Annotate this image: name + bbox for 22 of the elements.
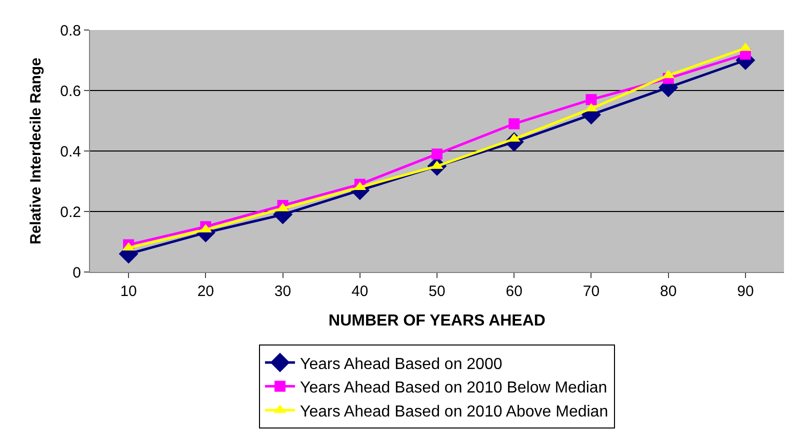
y-tick-label: 0.6 — [60, 82, 81, 100]
x-axis-title: NUMBER OF YEARS AHEAD — [328, 312, 546, 330]
legend-label: Years Ahead Based on 2010 Above Median — [300, 403, 608, 420]
y-tick-label: 0 — [72, 264, 81, 282]
x-tick-label: 70 — [582, 283, 600, 300]
x-tick-label: 50 — [428, 283, 446, 300]
y-tick-label: 0.8 — [60, 22, 81, 40]
x-tick-label: 20 — [197, 283, 214, 300]
legend-label: Years Ahead Based on 2000 — [300, 356, 502, 373]
x-tick-label: 10 — [120, 283, 137, 300]
y-axis-title: Relative Interdecile Range — [27, 58, 44, 244]
y-tick-label: 0.2 — [60, 204, 81, 221]
y-tick-label: 0.4 — [60, 143, 81, 160]
x-tick-label: 80 — [660, 283, 677, 300]
point — [586, 94, 597, 106]
x-tick-label: 90 — [737, 283, 754, 300]
legend-label: Years Ahead Based on 2010 Below Median — [300, 380, 608, 397]
x-tick-label: 60 — [506, 283, 522, 300]
point — [508, 118, 520, 130]
point — [432, 148, 442, 160]
x-tick-label: 30 — [274, 283, 292, 300]
x-tick-label: 40 — [352, 283, 368, 300]
